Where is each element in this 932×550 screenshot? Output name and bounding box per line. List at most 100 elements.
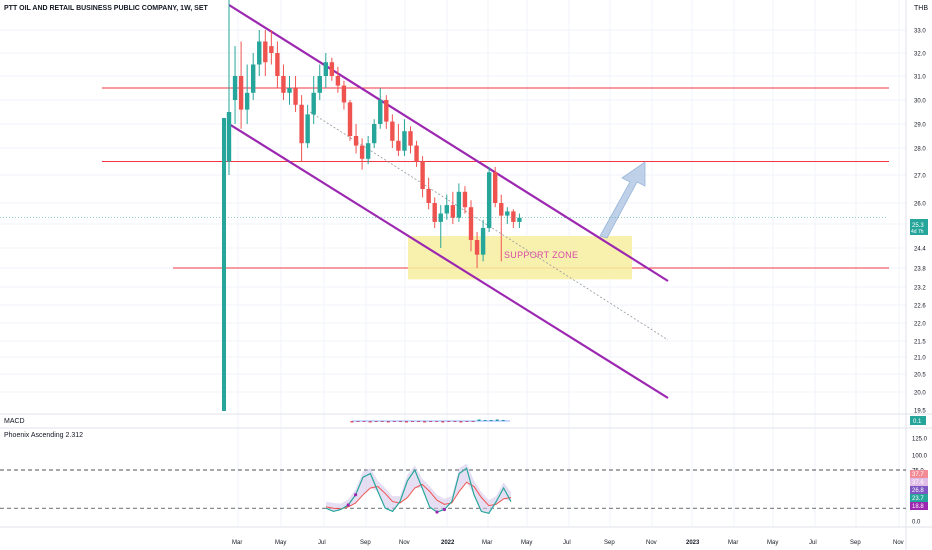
oscillator-fast-line xyxy=(325,467,512,515)
support-zone[interactable]: SUPPORT ZONE xyxy=(408,236,632,280)
currency-label: THB xyxy=(914,5,928,12)
candle-body xyxy=(396,140,401,151)
candle-body xyxy=(347,102,353,136)
macd-bar xyxy=(429,421,433,422)
y-tick-label: 23.2 xyxy=(914,286,926,292)
candle-body xyxy=(444,205,449,214)
oscillator-dot xyxy=(435,510,439,514)
oscillator xyxy=(0,463,906,515)
y-tick-label: 20.0 xyxy=(914,391,926,397)
oscillator-badge-box xyxy=(910,478,928,486)
projection-arrow[interactable] xyxy=(599,161,646,239)
oscillator-tick-label: 0.0 xyxy=(912,520,921,526)
oscillator-badge-box xyxy=(910,502,928,510)
last-price-time: 4d 7h xyxy=(911,229,924,235)
candle-body xyxy=(287,88,292,93)
oscillator-badge-box xyxy=(910,494,928,502)
oscillator-slow-line xyxy=(325,481,512,510)
candle-body xyxy=(414,145,419,162)
candle-body xyxy=(390,121,395,141)
y-tick-label: 21.0 xyxy=(914,356,926,362)
candle-body xyxy=(353,136,359,146)
candle-body xyxy=(311,92,316,115)
channel-lower-line xyxy=(228,123,669,399)
candle-body xyxy=(408,131,413,146)
macd-bar xyxy=(501,420,505,421)
y-axis[interactable]: 33.0 32.0 31.0 30.0 29.0 28.0 27.0 26.0 24.4 23.8… xyxy=(914,29,926,415)
oscillator-dot xyxy=(346,503,350,507)
candle-body xyxy=(511,211,516,222)
candle-body xyxy=(456,191,462,218)
oscillator-dot xyxy=(354,493,358,497)
candle-body xyxy=(432,203,437,222)
macd-bar xyxy=(495,419,499,421)
candle-body xyxy=(329,62,335,76)
x-tick-label: May xyxy=(521,540,532,546)
y-tick-label: 24.4 xyxy=(914,247,926,253)
macd-bar xyxy=(398,421,402,422)
candle-body xyxy=(244,92,250,110)
candle-body xyxy=(420,161,425,189)
macd-bar xyxy=(417,421,421,422)
oscillator-badge-value: 37.6 xyxy=(912,480,924,486)
x-axis[interactable]: Mar May Jul Sep Nov 2022 Mar May Jul Sep Nov 2023 Ma… xyxy=(232,540,904,546)
candle-body xyxy=(305,114,310,144)
chart-title: PTT OIL AND RETAIL BUSINESS PUBLIC COMPA… xyxy=(4,5,209,12)
y-tick-label: 22.6 xyxy=(914,304,926,310)
candle-body xyxy=(365,143,371,159)
oscillator-badge-value: 26.8 xyxy=(912,488,924,494)
last-price-badge: 25.3 4d 7h xyxy=(910,219,928,235)
y-tick-label: 19.5 xyxy=(914,409,926,415)
macd-bar xyxy=(435,421,439,422)
macd-bar xyxy=(489,420,493,421)
x-tick-label: Sep xyxy=(604,540,615,546)
macd-bar xyxy=(453,421,457,422)
x-tick-label: Sep xyxy=(360,540,371,546)
candle-body xyxy=(517,217,522,222)
candle-body xyxy=(505,211,510,216)
oscillator-badges: 37.7 37.6 26.8 23.7 18.8 xyxy=(910,470,928,510)
macd-bar xyxy=(380,421,384,422)
support-zone-rect[interactable] xyxy=(408,236,632,280)
candles xyxy=(226,0,522,268)
macd-bar xyxy=(356,421,360,422)
macd-bar xyxy=(447,421,451,422)
macd-bar xyxy=(368,421,372,423)
oscillator-badge-value: 23.7 xyxy=(912,496,924,502)
macd-bar xyxy=(477,419,481,421)
candle-body xyxy=(293,88,298,105)
macd-bar xyxy=(386,421,390,423)
spike-bar xyxy=(222,118,226,411)
macd-value-badge xyxy=(910,416,926,425)
oscillator-badge-box xyxy=(910,470,928,478)
x-tick-label: Jul xyxy=(318,540,326,546)
candle-body xyxy=(486,172,492,228)
candle-body xyxy=(238,76,244,110)
channel-upper-line xyxy=(228,4,669,282)
candle-body xyxy=(468,207,474,240)
y-tick-label: 20.5 xyxy=(914,373,926,379)
y-tick-label: 30.0 xyxy=(914,99,926,105)
x-tick-label: May xyxy=(767,540,778,546)
x-tick-label: Mar xyxy=(728,540,738,546)
x-tick-label: Nov xyxy=(399,540,410,546)
x-tick-label: Jul xyxy=(809,540,817,546)
candle-body xyxy=(499,203,504,216)
candle-body xyxy=(378,100,383,124)
candle-body xyxy=(384,100,389,122)
macd-bar xyxy=(392,421,396,422)
candle-body xyxy=(269,46,274,53)
last-price-badge-box xyxy=(910,219,928,235)
macd-bar xyxy=(404,421,408,423)
last-price-value: 25.3 xyxy=(912,223,924,229)
oscillator-badge-box xyxy=(910,486,928,494)
x-tick-label: Jul xyxy=(563,540,571,546)
candle-body xyxy=(462,191,468,208)
candle-body xyxy=(493,172,498,203)
candle-body xyxy=(299,104,304,144)
y-tick-label: 31.0 xyxy=(914,75,926,81)
candle-body xyxy=(402,131,407,151)
candle-body xyxy=(251,64,256,93)
macd-bar xyxy=(350,421,354,423)
